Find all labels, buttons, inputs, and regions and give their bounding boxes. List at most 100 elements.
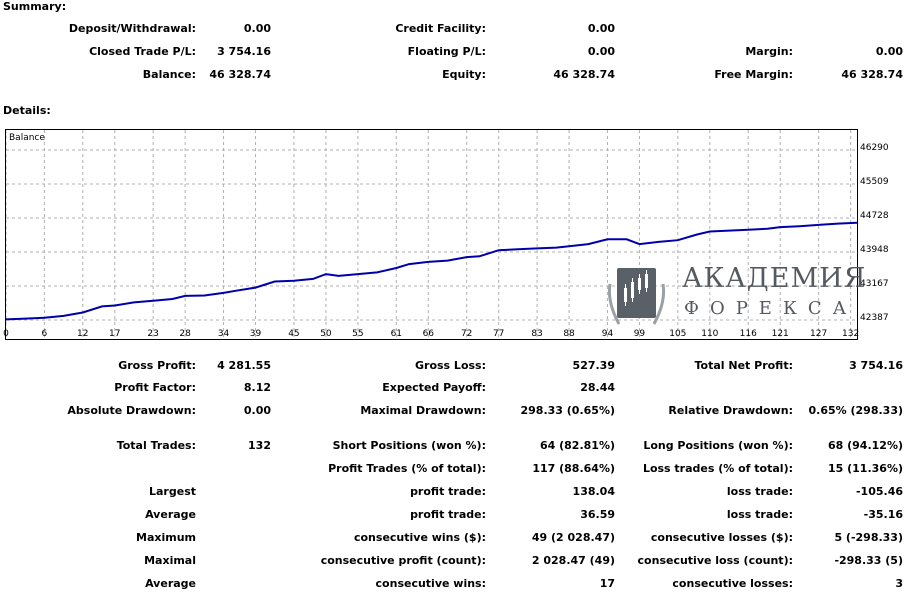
max-cons-wins-value: 49 (2 028.47) xyxy=(531,531,615,544)
expected-payoff-label: Expected Payoff: xyxy=(382,381,486,394)
x-tick-label: 121 xyxy=(771,329,789,339)
equity-label: Equity: xyxy=(442,68,486,81)
avg-cons-losses-label: consecutive losses: xyxy=(672,577,793,590)
total-net-label: Total Net Profit: xyxy=(694,359,794,372)
balance-chart: Balance xyxy=(5,129,858,340)
x-tick-label: 127 xyxy=(810,329,828,339)
average-profit-value: 36.59 xyxy=(580,508,615,521)
y-tick-label: 43167 xyxy=(860,279,889,289)
academy-logo-emblem xyxy=(607,268,666,325)
x-tick-label: 17 xyxy=(109,329,121,339)
largest-profit-value: 138.04 xyxy=(572,485,615,498)
y-tick-label: 43948 xyxy=(860,245,889,255)
average-loss-label: loss trade: xyxy=(726,508,793,521)
x-tick-label: 132 xyxy=(842,329,860,339)
gross-loss-value: 527.39 xyxy=(572,359,615,372)
largest-loss-value: -105.46 xyxy=(855,485,903,498)
logo-text-forex: ФОРЕКСА xyxy=(684,298,858,319)
closed-pl-value: 3 754.16 xyxy=(217,45,271,58)
balance-label: Balance: xyxy=(142,68,196,81)
gross-loss-label: Gross Loss: xyxy=(415,359,486,372)
floating-pl-value: 0.00 xyxy=(587,45,615,58)
short-positions-value: 64 (82.81%) xyxy=(539,439,615,452)
x-tick-label: 23 xyxy=(147,329,159,339)
loss-trades-label: Loss trades (% of total): xyxy=(642,462,793,475)
x-tick-label: 6 xyxy=(41,329,48,339)
gross-profit-value: 4 281.55 xyxy=(217,359,271,372)
gross-profit-label: Gross Profit: xyxy=(118,359,196,372)
average-label: Average xyxy=(145,508,196,521)
y-tick-label: 44728 xyxy=(860,211,889,221)
x-tick-label: 99 xyxy=(633,329,646,339)
equity-value: 46 328.74 xyxy=(553,68,615,81)
y-tick-label: 46290 xyxy=(860,143,889,153)
long-positions-value: 68 (94.12%) xyxy=(827,439,903,452)
x-tick-label: 0 xyxy=(3,329,9,339)
total-trades-label: Total Trades: xyxy=(116,439,196,452)
avg-cons-wins-label: consecutive wins: xyxy=(375,577,486,590)
max-cons-losses-value: 5 (-298.33) xyxy=(834,531,903,544)
margin-value: 0.00 xyxy=(875,45,903,58)
x-tick-label: 72 xyxy=(460,329,473,339)
avg-cons-losses-value: 3 xyxy=(895,577,903,590)
x-tick-label: 83 xyxy=(531,329,543,339)
x-tick-label: 110 xyxy=(701,329,719,339)
profit-trades-value: 117 (88.64%) xyxy=(532,462,615,475)
maximal-label: Maximal xyxy=(144,554,196,567)
maximum-label: Maximum xyxy=(136,531,196,544)
maximal-loss-value: -298.33 (5) xyxy=(834,554,903,567)
absolute-drawdown-value: 0.00 xyxy=(243,404,271,417)
maximal-drawdown-label: Maximal Drawdown: xyxy=(360,404,486,417)
profit-factor-label: Profit Factor: xyxy=(114,381,196,394)
total-net-value: 3 754.16 xyxy=(849,359,903,372)
balance-line xyxy=(6,221,857,321)
margin-label: Margin: xyxy=(745,45,793,58)
expected-payoff-value: 28.44 xyxy=(580,381,615,394)
chart-title: Balance xyxy=(9,133,45,143)
x-tick-label: 28 xyxy=(179,329,191,339)
total-trades-value: 132 xyxy=(248,439,271,452)
free-margin-label: Free Margin: xyxy=(714,68,793,81)
x-tick-label: 116 xyxy=(739,329,757,339)
max-cons-losses-label: consecutive losses ($): xyxy=(650,531,793,544)
relative-drawdown-label: Relative Drawdown: xyxy=(668,404,793,417)
credit-label: Credit Facility: xyxy=(395,22,486,35)
x-tick-label: 105 xyxy=(669,329,687,339)
maximal-profit-label: consecutive profit (count): xyxy=(320,554,486,567)
largest-profit-label: profit trade: xyxy=(410,485,486,498)
profit-trades-label: Profit Trades (% of total): xyxy=(328,462,486,475)
deposit-label: Deposit/Withdrawal: xyxy=(68,22,196,35)
x-tick-label: 50 xyxy=(320,329,332,339)
x-tick-label: 12 xyxy=(77,329,89,339)
x-tick-label: 39 xyxy=(249,329,262,339)
x-tick-label: 34 xyxy=(217,329,230,339)
x-tick-label: 45 xyxy=(288,329,300,339)
max-cons-wins-label: consecutive wins ($): xyxy=(353,531,486,544)
avg-cons-wins-value: 17 xyxy=(599,577,615,590)
x-tick-label: 55 xyxy=(352,329,364,339)
relative-drawdown-value: 0.65% (298.33) xyxy=(808,404,904,417)
closed-pl-label: Closed Trade P/L: xyxy=(89,45,196,58)
floating-pl-label: Floating P/L: xyxy=(407,45,486,58)
maximal-drawdown-value: 298.33 (0.65%) xyxy=(520,404,616,417)
short-positions-label: Short Positions (won %): xyxy=(332,439,486,452)
profit-factor-value: 8.12 xyxy=(243,381,271,394)
x-tick-label: 66 xyxy=(422,329,435,339)
y-tick-label: 45509 xyxy=(860,177,889,187)
average2-label: Average xyxy=(145,577,196,590)
x-tick-label: 61 xyxy=(390,329,403,339)
loss-trades-value: 15 (11.36%) xyxy=(827,462,903,475)
credit-value: 0.00 xyxy=(587,22,615,35)
largest-loss-label: loss trade: xyxy=(726,485,793,498)
x-tick-label: 77 xyxy=(492,329,505,339)
free-margin-value: 46 328.74 xyxy=(841,68,903,81)
average-loss-value: -35.16 xyxy=(863,508,903,521)
long-positions-label: Long Positions (won %): xyxy=(643,439,793,452)
y-tick-label: 42387 xyxy=(860,313,889,323)
largest-label: Largest xyxy=(149,485,196,498)
absolute-drawdown-label: Absolute Drawdown: xyxy=(67,404,196,417)
maximal-loss-label: consecutive loss (count): xyxy=(637,554,793,567)
x-tick-label: 94 xyxy=(601,329,614,339)
balance-value: 46 328.74 xyxy=(209,68,271,81)
balance-chart-svg xyxy=(6,130,857,339)
